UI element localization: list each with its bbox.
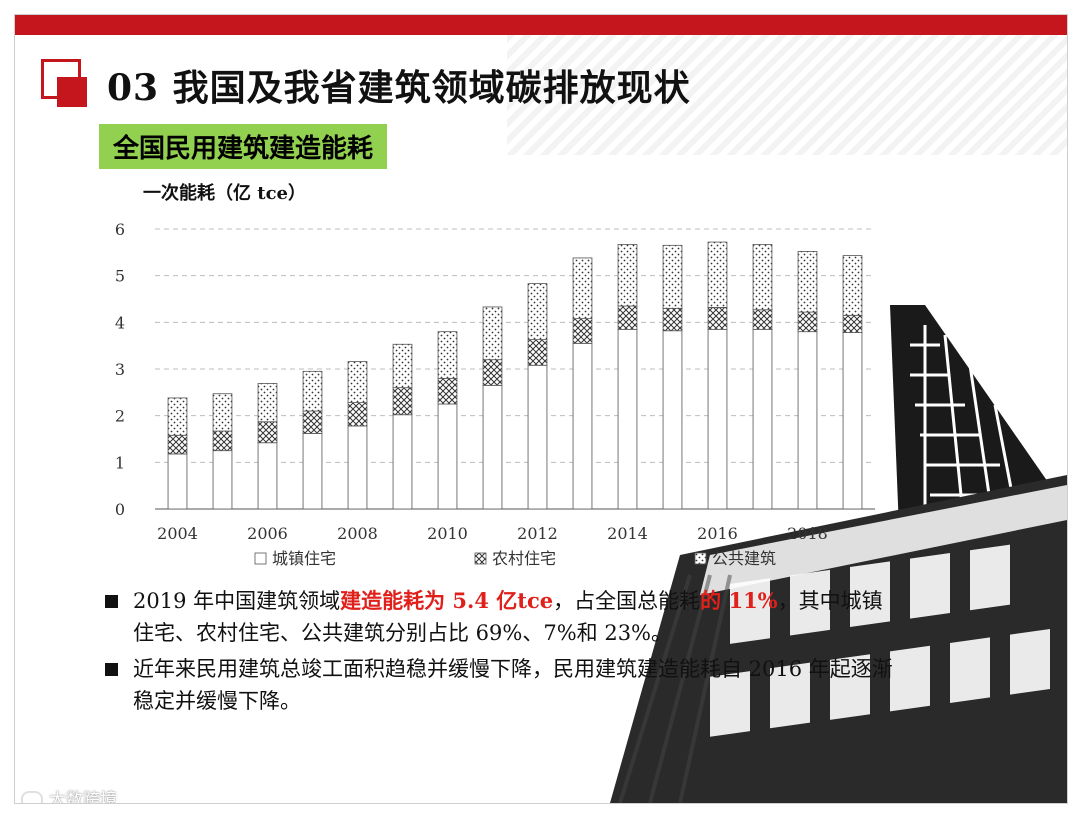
y-tick-label: 1 xyxy=(115,453,125,472)
x-tick-label: 2006 xyxy=(247,524,288,543)
bar-segment xyxy=(257,383,278,423)
y-tick-label: 0 xyxy=(115,500,125,519)
bar-segment xyxy=(437,331,458,379)
y-tick-label: 3 xyxy=(115,360,125,379)
bar-segment xyxy=(302,410,323,434)
note-1-highlight-energy: 建造能耗为 5.4 亿tce xyxy=(340,588,554,613)
building-facade-image xyxy=(610,305,1067,803)
legend-label: 公共建筑 xyxy=(712,549,776,568)
y-tick-label: 2 xyxy=(115,407,125,426)
bar-segment xyxy=(527,364,548,510)
bar-segment xyxy=(482,359,503,386)
bar-segment xyxy=(527,339,548,366)
note-1-text-c: ，其中城镇住宅、农村住宅、公共建筑分别占比 69%、7%和 23%。 xyxy=(133,589,883,645)
note-2: 近年来民用建筑总竣工面积趋稳并缓慢下降，民用建筑建造能耗自 2016 年起逐渐稳… xyxy=(101,653,901,717)
notes: 2019 年中国建筑领域建造能耗为 5.4 亿tce，占全国总能耗的 11%，其… xyxy=(101,585,901,721)
bar-segment xyxy=(347,402,368,427)
bullet-square-icon xyxy=(105,663,118,676)
bar-segment xyxy=(167,397,188,436)
bar-segment xyxy=(437,377,458,405)
x-tick-label: 2018 xyxy=(787,524,828,543)
note-2-text: 近年来民用建筑总竣工面积趋稳并缓慢下降，民用建筑建造能耗自 2016 年起逐渐稳… xyxy=(133,657,893,713)
bar-segment xyxy=(797,251,818,313)
x-tick-label: 2004 xyxy=(157,524,198,543)
bar-segment xyxy=(167,434,188,455)
bar-segment xyxy=(572,257,593,320)
bar-segment xyxy=(842,314,863,333)
bar-segment xyxy=(347,425,368,510)
bar-segment xyxy=(212,393,233,432)
bar-segment xyxy=(212,430,233,452)
bar-segment xyxy=(617,305,638,330)
note-1-text-b: ，占全国总能耗 xyxy=(553,589,701,613)
bar-segment xyxy=(257,421,278,444)
bar-segment xyxy=(482,306,503,361)
red-square-logo-icon xyxy=(41,59,89,107)
watermark-logo-icon xyxy=(21,791,43,803)
bar-segment xyxy=(617,328,638,510)
legend-label: 农村住宅 xyxy=(492,549,556,568)
legend-swatch xyxy=(254,552,267,565)
note-1-text-a: 2019 年中国建筑领域 xyxy=(133,589,341,613)
bar-segment xyxy=(347,361,368,404)
watermark-text: 大数跨境 xyxy=(49,790,117,804)
bar-segment xyxy=(302,370,323,412)
bar-segment xyxy=(797,331,818,510)
x-tick-label: 2008 xyxy=(337,524,378,543)
slide: 03 我国及我省建筑领域碳排放现状 全国民用建筑建造能耗 xyxy=(14,14,1068,804)
bar-segment xyxy=(797,311,818,333)
stacked-bar-chart: 一次能耗（亿 tce） 0 1 2 3 4 5 6 2004 2006 2008 2010 2012… xyxy=(115,182,875,568)
bar-segment xyxy=(302,432,323,510)
legend-swatch xyxy=(694,552,707,565)
bar-segment xyxy=(257,442,278,510)
top-accent-bar xyxy=(15,15,1067,35)
bar-segment xyxy=(392,414,413,510)
bar-segment xyxy=(167,453,188,510)
section-subtitle: 全国民用建筑建造能耗 xyxy=(99,124,388,169)
bar-segment xyxy=(842,255,863,316)
bar-segment xyxy=(662,330,683,510)
bar-segment xyxy=(482,384,503,510)
bar-segment xyxy=(392,387,413,416)
bar-segment xyxy=(707,328,728,510)
note-1-highlight-share: 的 11% xyxy=(700,588,778,613)
bar-segment xyxy=(707,241,728,308)
y-tick-label: 6 xyxy=(115,220,125,239)
bar-segment xyxy=(572,318,593,344)
bar-segment xyxy=(437,403,458,510)
x-tick-label: 2010 xyxy=(427,524,468,543)
page-title: 03 我国及我省建筑领域碳排放现状 xyxy=(107,67,691,109)
x-tick-label: 2012 xyxy=(517,524,558,543)
bar-segment xyxy=(617,244,638,307)
bar-segment xyxy=(752,328,773,510)
bar-segment xyxy=(392,343,413,389)
legend-swatch xyxy=(474,552,487,565)
legend-label: 城镇住宅 xyxy=(272,549,336,568)
bar-segment xyxy=(572,342,593,510)
note-1: 2019 年中国建筑领域建造能耗为 5.4 亿tce，占全国总能耗的 11%，其… xyxy=(101,585,901,649)
x-tick-label: 2016 xyxy=(697,524,738,543)
hatch-background xyxy=(507,35,1067,155)
y-tick-label: 4 xyxy=(115,313,125,332)
bar-segment xyxy=(662,244,683,309)
bar-segment xyxy=(662,307,683,332)
bar-segment xyxy=(752,309,773,330)
watermark: 大数跨境 xyxy=(21,785,117,804)
bar-segment xyxy=(212,450,233,510)
y-axis-label: 一次能耗（亿 tce） xyxy=(143,182,306,204)
x-tick-label: 2014 xyxy=(607,524,648,543)
bullet-square-icon xyxy=(105,595,118,608)
y-tick-label: 5 xyxy=(115,267,125,286)
bar-segment xyxy=(842,332,863,510)
bar-segment xyxy=(707,306,728,330)
bar-segment xyxy=(527,283,548,340)
bar-segment xyxy=(752,244,773,311)
